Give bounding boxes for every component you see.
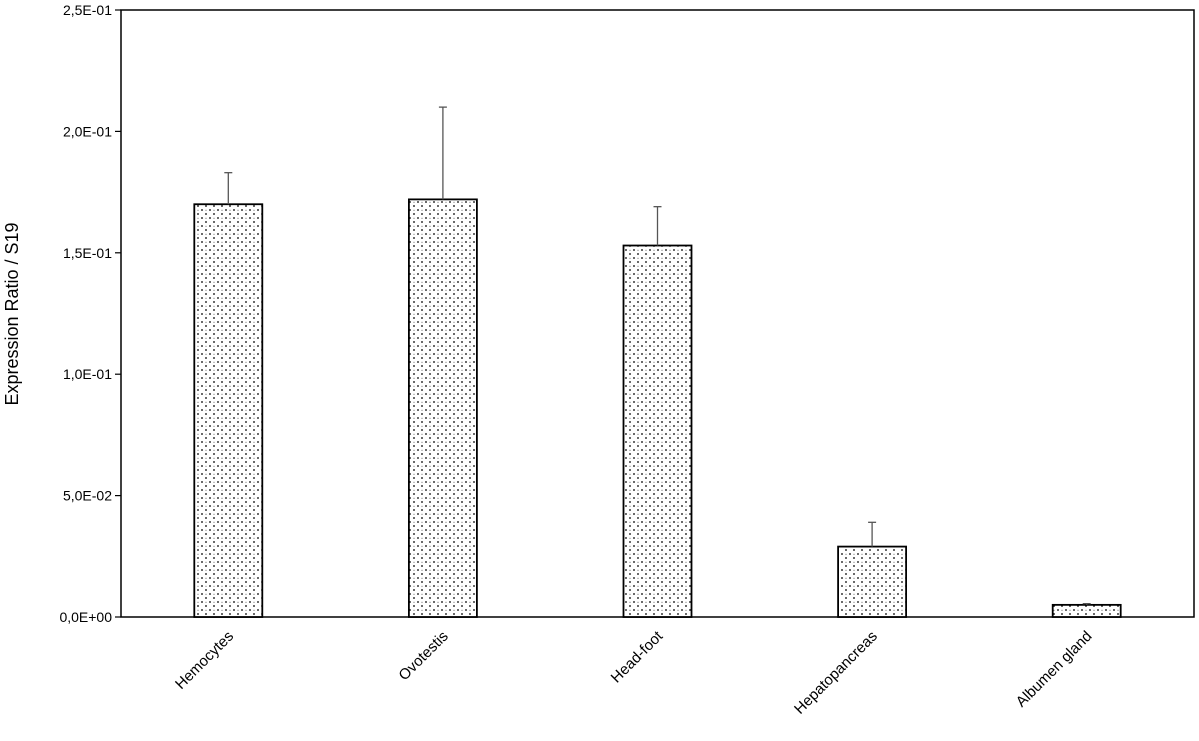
y-axis-label: Expression Ratio / S19 bbox=[2, 222, 22, 405]
bar-hemocytes bbox=[193, 203, 264, 618]
y-tick-label: 1,0E-01 bbox=[63, 366, 112, 382]
x-category-label: Head-foot bbox=[608, 627, 667, 686]
error-bars-group bbox=[224, 106, 1091, 605]
x-category-label: Ovotestis bbox=[395, 628, 451, 684]
y-tick-label: 2,0E-01 bbox=[63, 123, 112, 139]
x-axis-labels: Hemocytes Ovotestis Head-foot Hepatopancrea… bbox=[172, 627, 1095, 717]
bar-albumen-gland bbox=[1051, 603, 1122, 618]
bar-ovotestis bbox=[407, 198, 478, 618]
y-axis-ticks: 0,0E+00 5,0E-02 1,0E-01 1,5E-01 2,0E-01 2,5E-… bbox=[59, 2, 121, 625]
y-tick-label: 0,0E+00 bbox=[59, 609, 112, 625]
y-tick-label: 1,5E-01 bbox=[63, 245, 112, 261]
bar-head-foot bbox=[622, 244, 693, 618]
x-category-label: Hemocytes bbox=[172, 628, 237, 693]
y-tick-label: 2,5E-01 bbox=[63, 2, 112, 18]
bars-group bbox=[193, 198, 1122, 618]
x-category-label: Hepatopancreas bbox=[791, 628, 881, 718]
bar-hepatopancreas bbox=[837, 545, 907, 618]
x-category-label: Albumen gland bbox=[1013, 628, 1096, 711]
y-tick-label: 5,0E-02 bbox=[63, 488, 112, 504]
